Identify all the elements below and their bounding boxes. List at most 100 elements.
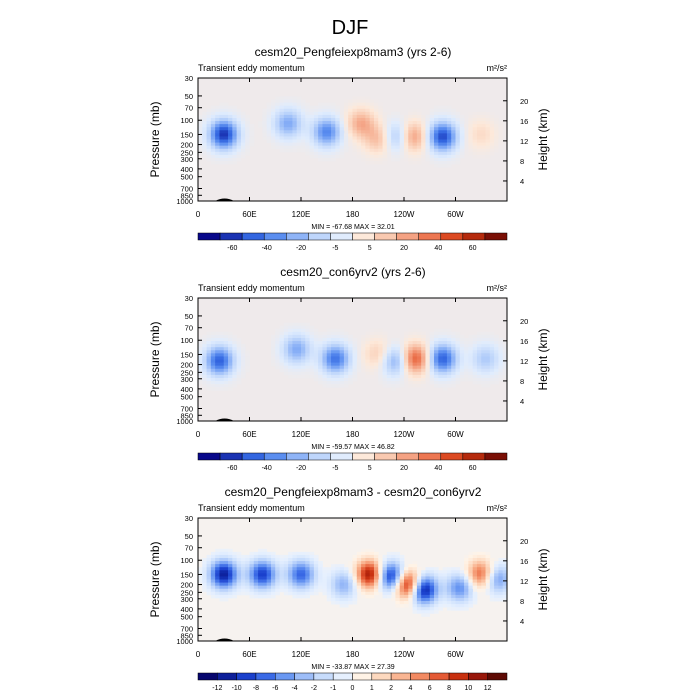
heatmap-cell: [301, 579, 306, 583]
heatmap-cell: [266, 124, 272, 128]
heatmap-cell: [395, 111, 401, 116]
heatmap-cell: [429, 601, 435, 605]
heatmap-cell: [361, 121, 366, 125]
heatmap-cell: [301, 325, 306, 330]
heatmap-cell: [472, 341, 478, 345]
heatmap-cell: [464, 567, 469, 571]
heatmap-cell: [305, 551, 310, 556]
heatmap-cell: [210, 554, 216, 559]
heatmap-cell: [266, 570, 272, 574]
heatmap-cell: [210, 331, 216, 336]
heatmap-cell: [429, 121, 435, 125]
heatmap-cell: [240, 154, 246, 159]
heatmap-cell: [301, 133, 306, 137]
heatmap-cell: [270, 570, 276, 574]
heatmap-cell: [270, 341, 276, 345]
heatmap-cell: [455, 597, 461, 602]
heatmap-cell: [421, 139, 426, 143]
heatmap-cell: [296, 570, 302, 574]
heatmap-cell: [459, 573, 465, 577]
heatmap-cell: [438, 381, 444, 385]
heatmap-cell: [416, 124, 422, 128]
heatmap-cell: [339, 328, 345, 333]
heatmap-cell: [391, 341, 396, 345]
heatmap-cell: [270, 585, 276, 590]
heatmap-cell: [318, 585, 323, 590]
heatmap-cell: [378, 585, 383, 590]
heatmap-cell: [313, 582, 319, 587]
heatmap-cell: [326, 337, 332, 342]
heatmap-cell: [236, 561, 242, 565]
heatmap-cell: [240, 576, 246, 580]
heatmap-cell: [468, 114, 474, 119]
heatmap-cell: [459, 154, 465, 159]
heatmap-cell: [331, 337, 336, 342]
heatmap-cell: [459, 597, 465, 602]
heatmap-cell: [326, 377, 332, 382]
heatmap-cell: [404, 579, 409, 583]
heatmap-cell: [412, 374, 418, 379]
heatmap-cell: [438, 371, 444, 376]
heatmap-cell: [399, 337, 405, 342]
heatmap-cell: [326, 597, 332, 602]
heatmap-cell: [481, 573, 486, 577]
heatmap-cell: [223, 331, 229, 336]
heatmap-cell: [301, 130, 306, 134]
heatmap-cell: [408, 136, 413, 140]
y-tick-label: 70: [185, 104, 193, 113]
heatmap-cell: [322, 105, 328, 110]
heatmap-cell: [275, 588, 280, 593]
heatmap-cell: [494, 341, 499, 345]
heatmap-cell: [292, 337, 298, 342]
heatmap-cell: [210, 594, 216, 599]
heatmap-cell: [326, 576, 332, 580]
colorbar-box: [352, 672, 373, 681]
heatmap-cell: [215, 347, 220, 351]
heatmap-cell: [404, 337, 409, 342]
heatmap-cell: [292, 567, 298, 571]
heatmap-cell: [245, 127, 250, 131]
heatmap-cell: [258, 554, 263, 559]
heatmap-cell: [476, 114, 482, 119]
heatmap-cell: [331, 105, 336, 110]
heatmap-cell: [416, 145, 422, 150]
heatmap-cell: [219, 139, 225, 143]
heatmap-cell: [258, 124, 263, 128]
heatmap-cell: [326, 591, 332, 596]
heatmap-cell: [472, 551, 478, 556]
heatmap-cell: [215, 145, 220, 150]
heatmap-cell: [223, 148, 229, 153]
heatmap-cell: [258, 551, 263, 556]
heatmap-cell: [318, 371, 323, 376]
heatmap-cell: [249, 124, 255, 128]
heatmap-cell: [352, 570, 358, 574]
heatmap-cell: [236, 114, 242, 119]
heatmap-cell: [489, 356, 495, 360]
heatmap-cell: [296, 353, 302, 357]
heatmap-cell: [223, 384, 229, 388]
heatmap-cell: [476, 377, 482, 382]
heatmap-cell: [369, 161, 375, 165]
heatmap-cell: [416, 368, 422, 373]
heatmap-cell: [476, 368, 482, 373]
heatmap-cell: [215, 368, 220, 373]
heatmap-cell: [236, 353, 242, 357]
heatmap-cell: [382, 121, 388, 125]
heatmap-cell: [240, 136, 246, 140]
heatmap-cell: [288, 371, 293, 376]
heatmap-cell: [223, 597, 229, 602]
heatmap-cell: [425, 142, 431, 147]
heatmap-cell: [240, 567, 246, 571]
heatmap-cell: [228, 371, 233, 376]
heatmap-cell: [262, 585, 268, 590]
heatmap-cell: [391, 561, 396, 565]
heatmap-cell: [446, 133, 452, 137]
heatmap-cell: [489, 359, 495, 363]
heatmap-cell: [249, 551, 255, 556]
y-axis-label: Pressure (mb): [148, 101, 162, 177]
heatmap-cell: [446, 151, 452, 156]
heatmap-cell: [434, 365, 439, 370]
heatmap-cell: [451, 157, 456, 162]
heatmap-cell: [416, 108, 422, 113]
heatmap-cell: [502, 368, 507, 373]
